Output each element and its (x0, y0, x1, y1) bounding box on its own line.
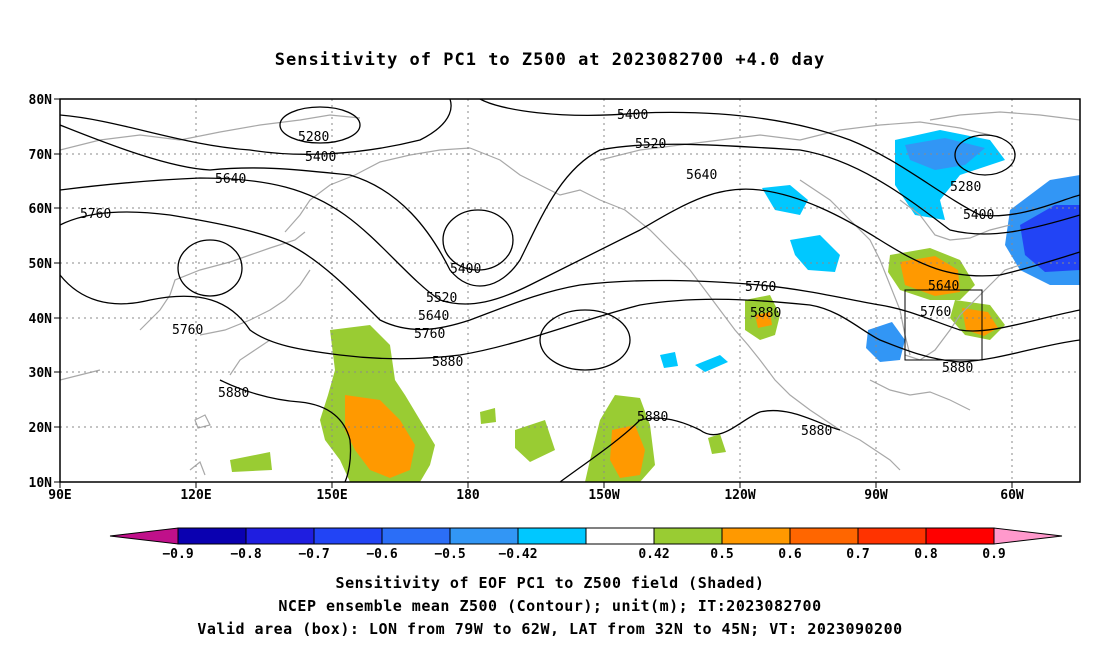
lat-label: 30N (29, 366, 53, 381)
colorbar-label: −0.6 (366, 547, 397, 562)
colorbar-label: −0.42 (498, 547, 537, 562)
colorbar-label: 0.6 (778, 547, 802, 562)
colorbar-swatch (721, 527, 791, 545)
positive-small-3 (480, 408, 496, 424)
contour-label: 5880 (801, 424, 832, 439)
contour-label: 5760 (414, 327, 445, 342)
lon-label: 180 (456, 488, 480, 503)
contour-labels: 5280 5400 5640 5760 5400 5520 5640 5400 … (80, 108, 994, 439)
colorbar-swatch (313, 527, 383, 545)
lon-label: 150W (588, 488, 619, 503)
latitude-labels: 80N 70N 60N 50N 40N 30N 20N 10N (29, 93, 53, 491)
contour-label: 5760 (920, 305, 951, 320)
plot-title: Sensitivity of PC1 to Z500 at 2023082700… (274, 50, 826, 70)
positive-core-west-pacific (345, 395, 415, 478)
colorbar-label: 0.42 (638, 547, 669, 562)
colorbar-swatch (177, 527, 247, 545)
colorbar-swatch (245, 527, 315, 545)
contour-label: 5880 (432, 355, 463, 370)
positive-small-1 (515, 420, 555, 462)
z500-contours (60, 99, 1080, 482)
contour-label: 5880 (942, 361, 973, 376)
lon-label: 60W (1000, 488, 1024, 503)
axis-ticks (54, 98, 1013, 488)
contour-label: 5640 (686, 168, 717, 183)
colorbar-swatch (653, 527, 723, 545)
lon-label: 90W (864, 488, 888, 503)
valid-area-box (904, 289, 983, 361)
lon-label: 120E (180, 488, 211, 503)
colorbar-swatch (517, 527, 587, 545)
contour-label: 5400 (963, 208, 994, 223)
colorbar-swatch (585, 527, 655, 545)
positive-core-atlantic (962, 308, 998, 336)
contour-label: 5640 (418, 309, 449, 324)
lat-label: 50N (29, 257, 53, 272)
negative-small-2 (790, 235, 840, 272)
colorbar-label: 0.7 (846, 547, 869, 562)
positive-small-4 (708, 434, 726, 454)
colorbar-swatch (381, 527, 451, 545)
colorbar-label: 0.8 (914, 547, 938, 562)
contour-label: 5280 (950, 180, 981, 195)
colorbar: −0.9 −0.8 −0.7 −0.6 −0.5 −0.42 0.42 0.5 0.6 0.7 0.… (109, 527, 1063, 562)
colorbar-high-arrow (993, 527, 1063, 545)
negative-small-4 (695, 355, 728, 372)
colorbar-swatch (789, 527, 859, 545)
lat-label: 10N (29, 476, 53, 491)
lat-label: 70N (29, 148, 53, 163)
lon-label: 120W (724, 488, 755, 503)
contour-label: 5400 (617, 108, 648, 123)
coastlines (60, 111, 1080, 476)
negative-core-east (1020, 205, 1080, 272)
contour-label: 5880 (750, 306, 781, 321)
caption-line-3: Valid area (box): LON from 79W to 62W, L… (197, 620, 903, 638)
positive-core-us-west (755, 312, 772, 328)
plot-border (59, 98, 1081, 483)
colorbar-label: 0.5 (710, 547, 733, 562)
contour-label: 5520 (635, 137, 666, 152)
contour-label: 5880 (218, 386, 249, 401)
contour-label: 5760 (80, 207, 111, 222)
colorbar-swatch (857, 527, 927, 545)
contour-label: 5760 (745, 280, 776, 295)
contour-label: 5880 (637, 410, 668, 425)
colorbar-label: −0.8 (230, 547, 261, 562)
negative-small-3 (660, 352, 678, 368)
colorbar-label: −0.9 (162, 547, 193, 562)
colorbar-swatch (449, 527, 519, 545)
lon-label: 90E (48, 488, 71, 503)
negative-core-canada (905, 138, 985, 170)
gridlines (60, 99, 1080, 482)
contour-label: 5400 (305, 150, 336, 165)
contour-label: 5400 (450, 262, 481, 277)
colorbar-swatch (925, 527, 995, 545)
contour-label: 5280 (298, 130, 329, 145)
caption-line-1: Sensitivity of EOF PC1 to Z500 field (Sh… (335, 574, 765, 592)
positive-small-2 (230, 452, 272, 472)
lat-label: 20N (29, 421, 53, 436)
shaded-regions (230, 130, 1080, 482)
colorbar-label: −0.5 (434, 547, 465, 562)
contour-label: 5640 (215, 172, 246, 187)
caption-line-2: NCEP ensemble mean Z500 (Contour); unit(… (278, 597, 822, 615)
contour-label: 5520 (426, 291, 457, 306)
contour-label: 5760 (172, 323, 203, 338)
lon-label: 150E (316, 488, 347, 503)
lat-label: 80N (29, 93, 53, 108)
colorbar-label: −0.7 (298, 547, 329, 562)
lat-label: 40N (29, 312, 53, 327)
longitude-labels: 90E 120E 150E 180 150W 120W 90W 60W (48, 488, 1024, 503)
colorbar-label: 0.9 (982, 547, 1005, 562)
colorbar-low-arrow (109, 527, 179, 545)
lat-label: 60N (29, 202, 53, 217)
positive-core-northeast (900, 256, 960, 296)
contour-label: 5640 (928, 279, 959, 294)
